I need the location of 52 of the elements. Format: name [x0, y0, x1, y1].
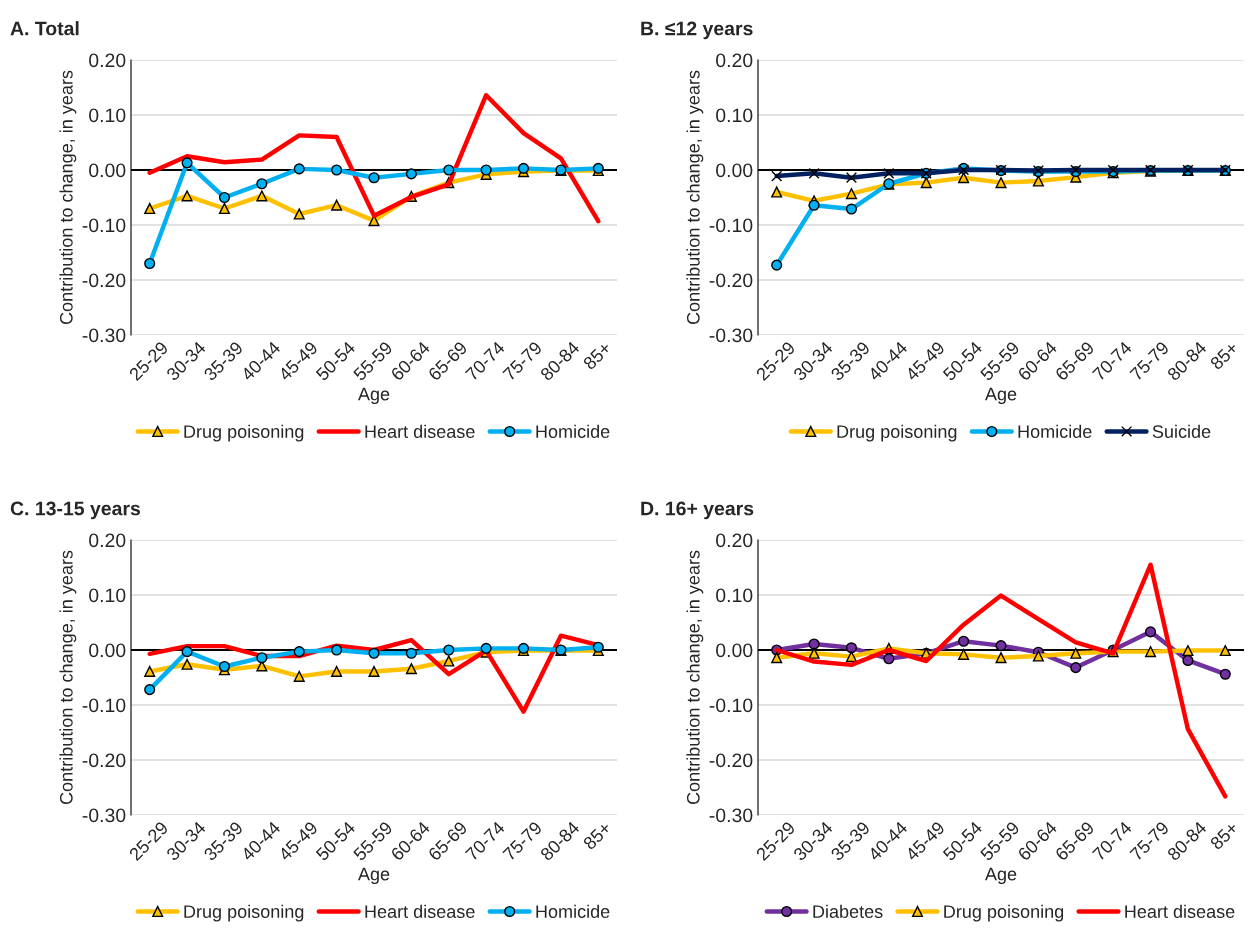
y-axis-title: Contribution to change, in years — [59, 70, 77, 325]
y-tick-label: -0.10 — [709, 218, 753, 233]
x-tick-label: 85+ — [1209, 820, 1239, 851]
x-axis-title: Age — [357, 387, 390, 405]
y-tick-label: -0.20 — [82, 753, 126, 768]
y-tick-label: 0.00 — [716, 163, 753, 178]
y-tick-label: 0.10 — [89, 108, 126, 123]
legend-label: Heart disease — [365, 424, 475, 438]
y-tick-label: -0.10 — [82, 698, 126, 713]
x-axis-title: Age — [984, 867, 1017, 885]
y-tick-label: -0.30 — [709, 328, 753, 343]
y-tick-label: -0.20 — [709, 753, 753, 768]
legend-label: Homicide — [536, 904, 610, 918]
chart-title: C. 13-15 years — [10, 501, 141, 520]
y-tick-label: -0.10 — [709, 698, 753, 713]
chart-title: B. ≤12 years — [641, 21, 753, 40]
y-axis-title: Contribution to change, in years — [686, 550, 704, 805]
x-tick-label: 85+ — [1209, 340, 1239, 371]
y-tick-label: 0.00 — [89, 643, 126, 658]
y-tick-label: -0.20 — [709, 273, 753, 288]
y-tick-label: 0.20 — [716, 53, 753, 68]
legend-label: Heart disease — [1125, 904, 1235, 918]
x-tick-label: 85+ — [582, 340, 612, 371]
legend-label: Heart disease — [365, 904, 475, 918]
y-axis-title: Contribution to change, in years — [686, 70, 704, 325]
legend-label: Drug poisoning — [184, 904, 304, 922]
y-tick-label: 0.10 — [716, 108, 753, 123]
x-axis-title: Age — [984, 387, 1017, 405]
y-tick-label: 0.00 — [89, 163, 126, 178]
legend-label: Diabetes — [813, 904, 883, 918]
legend-label: Drug poisoning — [837, 424, 957, 442]
legend-label: Drug poisoning — [944, 904, 1064, 922]
y-tick-label: -0.10 — [82, 218, 126, 233]
chart-title: D. 16+ years — [641, 501, 754, 520]
y-tick-label: 0.00 — [716, 643, 753, 658]
y-tick-label: 0.20 — [89, 533, 126, 548]
legend-label: Drug poisoning — [184, 424, 304, 442]
legend-label: Suicide — [1152, 424, 1211, 438]
y-tick-label: -0.30 — [709, 808, 753, 823]
y-axis-title: Contribution to change, in years — [59, 550, 77, 805]
y-tick-label: -0.30 — [82, 328, 126, 343]
chart-title: A. Total — [10, 21, 79, 36]
y-tick-label: 0.10 — [89, 588, 126, 603]
y-tick-label: 0.20 — [89, 53, 126, 68]
legend-label: Homicide — [536, 424, 610, 438]
x-axis-title: Age — [357, 867, 390, 885]
y-tick-label: 0.20 — [716, 533, 753, 548]
y-tick-label: -0.30 — [82, 808, 126, 823]
y-tick-label: -0.20 — [82, 273, 126, 288]
legend-label: Homicide — [1018, 424, 1092, 438]
y-tick-label: 0.10 — [716, 588, 753, 603]
x-tick-label: 85+ — [582, 820, 612, 851]
